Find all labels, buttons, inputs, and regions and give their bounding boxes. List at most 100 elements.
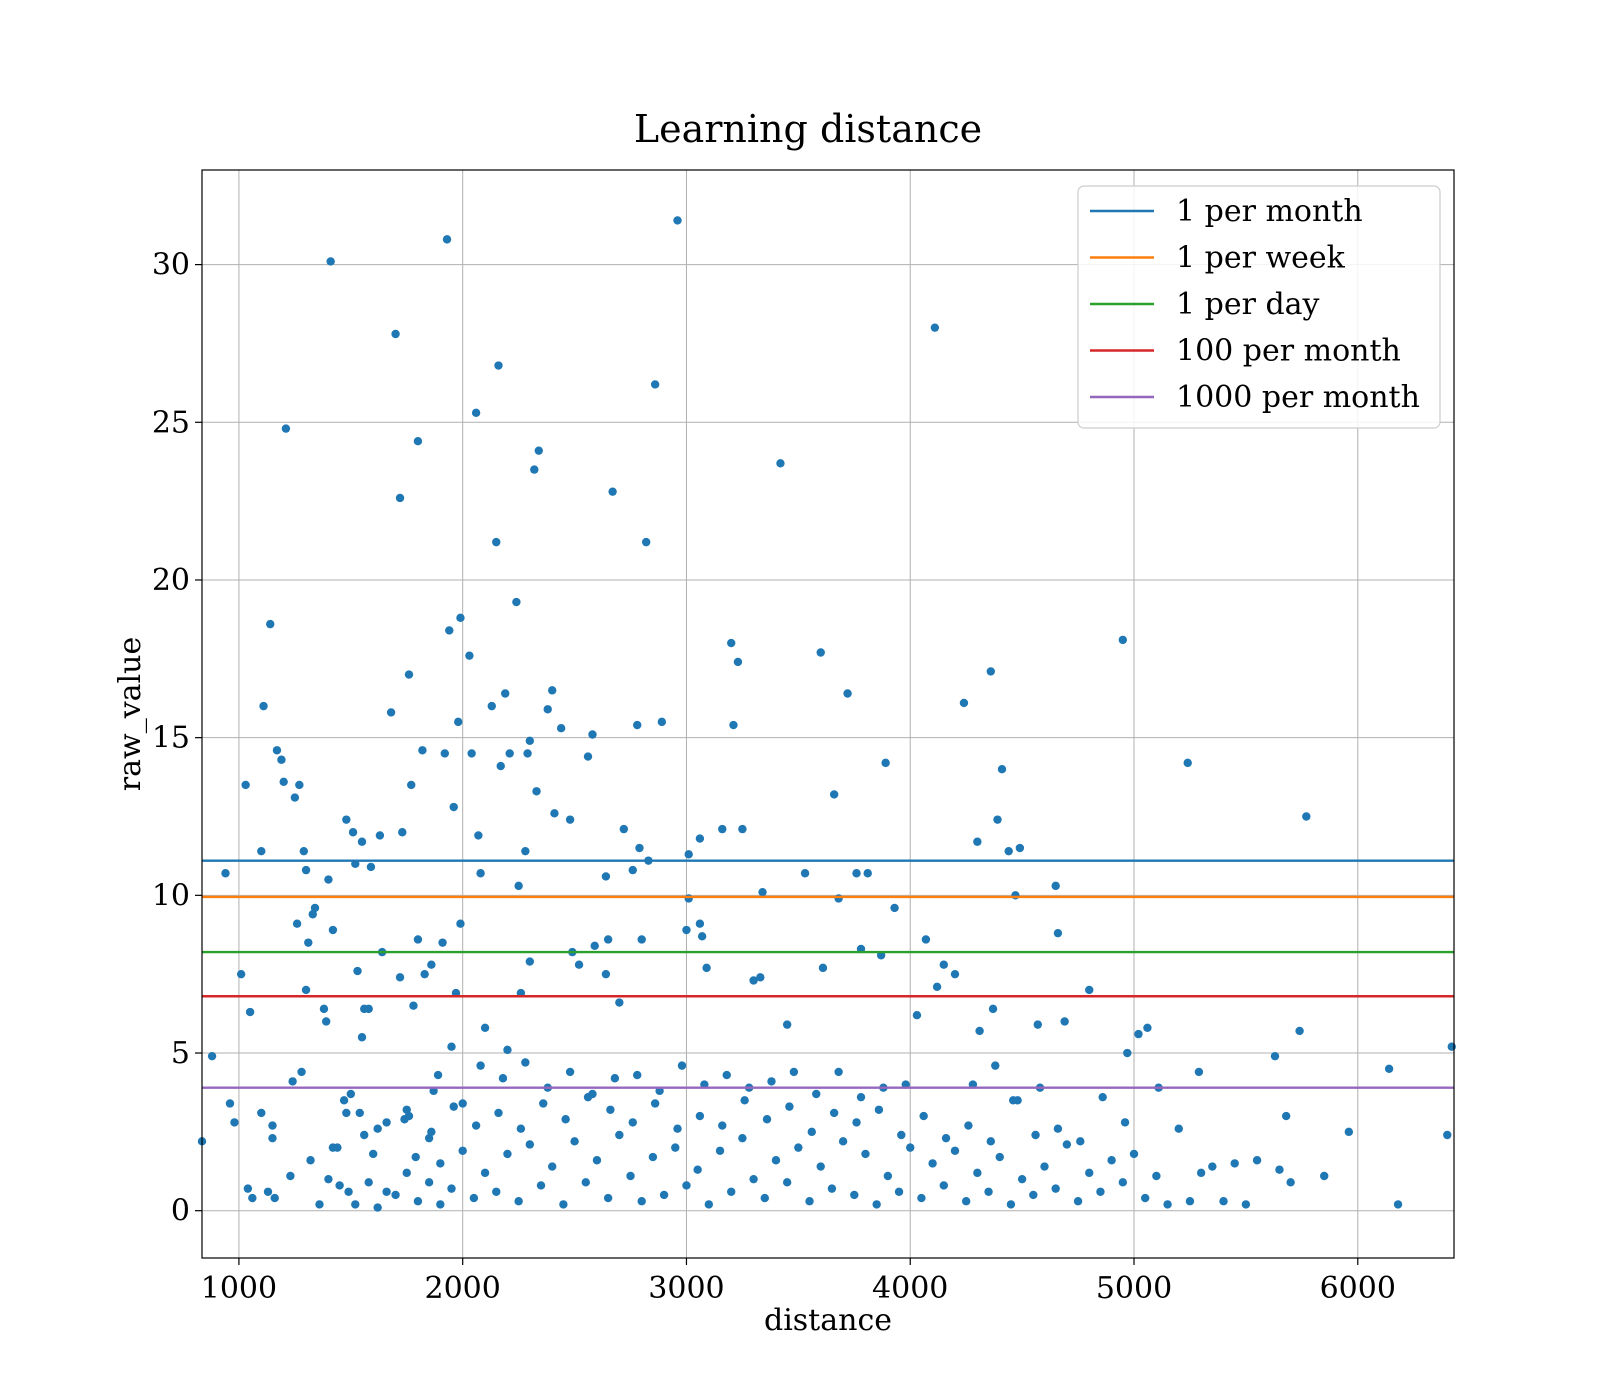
data-point <box>458 1146 467 1155</box>
data-point <box>539 1099 548 1108</box>
data-point <box>565 815 575 824</box>
data-point <box>997 764 1007 774</box>
data-point <box>986 667 995 676</box>
data-point <box>829 790 839 799</box>
data-point <box>257 1108 266 1118</box>
data-point <box>248 1193 257 1203</box>
data-point <box>1447 1042 1456 1051</box>
data-point <box>610 1074 620 1083</box>
data-point <box>277 755 286 764</box>
data-point <box>1302 812 1311 821</box>
data-point <box>391 329 400 339</box>
data-point <box>894 1187 904 1196</box>
data-point <box>427 960 436 969</box>
data-point <box>606 1105 615 1114</box>
data-point <box>292 919 302 928</box>
data-point <box>592 1156 602 1165</box>
data-point <box>682 1181 691 1190</box>
data-point <box>498 1074 508 1083</box>
y-tick-label: 20 <box>152 563 190 598</box>
data-point <box>357 1033 367 1042</box>
data-point <box>308 910 317 919</box>
data-point <box>702 963 711 973</box>
data-point <box>442 235 452 244</box>
data-point <box>883 1171 893 1181</box>
data-point <box>521 846 530 856</box>
data-point <box>588 730 597 739</box>
data-point <box>207 1051 217 1061</box>
data-point <box>715 1146 725 1155</box>
data-point <box>304 938 313 947</box>
data-point <box>1015 843 1025 853</box>
data-point <box>326 257 335 266</box>
data-point <box>986 1137 995 1146</box>
data-point <box>225 1099 235 1108</box>
data-point <box>673 216 682 225</box>
data-point <box>467 749 476 758</box>
legend-label: 1 per month <box>1176 194 1363 229</box>
y-tick-label: 30 <box>152 248 190 283</box>
data-point <box>530 465 539 474</box>
data-point <box>407 780 416 790</box>
data-point <box>601 872 611 881</box>
data-point <box>364 1178 373 1187</box>
data-point <box>373 1124 382 1133</box>
data-point <box>659 1190 669 1200</box>
data-point <box>727 638 736 648</box>
y-axis-label: raw_value <box>113 637 148 791</box>
data-point <box>532 787 541 796</box>
data-point <box>272 746 282 755</box>
data-point <box>333 1143 342 1152</box>
data-point <box>512 597 521 607</box>
y-tick-label: 10 <box>152 878 190 913</box>
data-point <box>319 1004 329 1014</box>
data-point <box>722 1070 731 1080</box>
data-point <box>843 689 852 698</box>
data-point <box>342 1108 351 1118</box>
data-point <box>288 1077 297 1086</box>
data-point <box>818 963 828 973</box>
data-point <box>230 1118 239 1127</box>
legend-label: 1000 per month <box>1176 380 1420 415</box>
data-point <box>874 1105 884 1114</box>
data-point <box>391 1190 400 1200</box>
data-point <box>404 1111 414 1121</box>
data-point <box>637 1197 646 1206</box>
data-point <box>758 887 767 897</box>
data-point <box>932 982 942 991</box>
data-point <box>682 925 691 935</box>
data-point <box>525 1140 535 1149</box>
data-point <box>433 1070 443 1080</box>
data-point <box>344 1187 353 1196</box>
x-tick-label: 1000 <box>201 1271 277 1306</box>
data-point <box>346 1089 356 1099</box>
data-point <box>299 846 309 856</box>
data-point <box>420 969 429 979</box>
data-point <box>697 932 707 941</box>
data-point <box>1051 881 1060 891</box>
data-point <box>1098 1092 1107 1102</box>
data-point <box>355 1108 364 1118</box>
data-point <box>348 828 358 837</box>
data-point <box>454 717 463 727</box>
data-point <box>805 1197 814 1206</box>
legend-label: 1 per day <box>1176 287 1320 322</box>
y-tick-label: 5 <box>171 1036 190 1071</box>
data-point <box>1062 1140 1072 1149</box>
data-point <box>785 1102 794 1111</box>
data-point <box>995 1152 1004 1162</box>
data-point <box>476 869 485 878</box>
data-point <box>290 793 300 802</box>
data-point <box>684 894 693 903</box>
data-point <box>279 777 288 787</box>
data-point <box>409 1001 418 1010</box>
data-point <box>1118 1178 1128 1187</box>
data-point <box>861 1149 870 1159</box>
legend-label: 100 per month <box>1176 334 1401 369</box>
data-point <box>521 1058 530 1067</box>
data-point <box>413 1197 423 1206</box>
data-point <box>395 493 405 503</box>
data-point <box>729 720 738 730</box>
data-point <box>505 749 514 758</box>
data-point <box>281 424 291 433</box>
